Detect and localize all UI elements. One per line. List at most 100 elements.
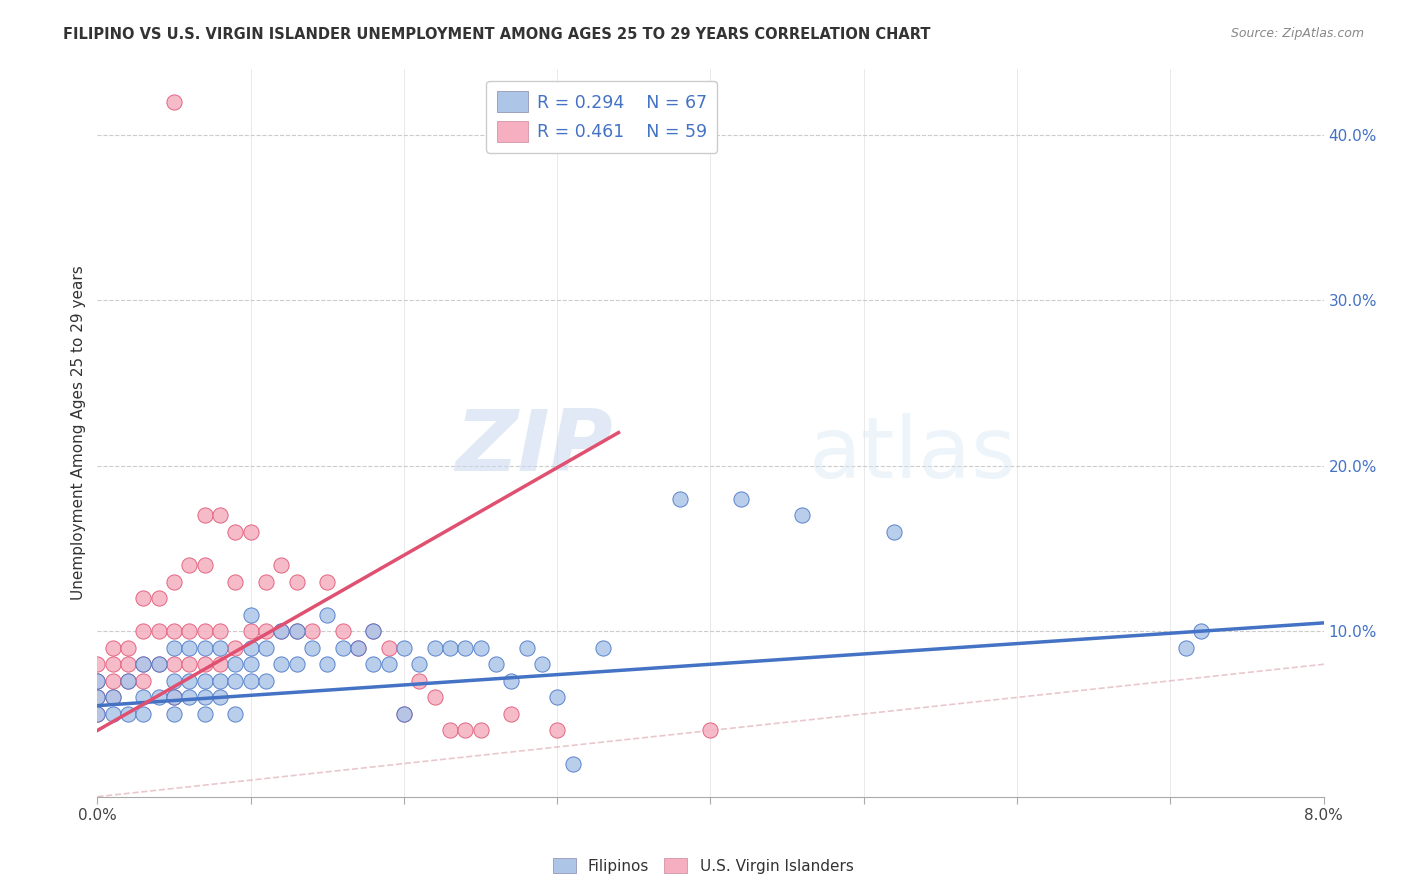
Point bbox=[239, 524, 262, 539]
Point bbox=[470, 723, 492, 738]
Point bbox=[194, 706, 217, 721]
Point bbox=[239, 607, 262, 622]
Point bbox=[208, 640, 231, 655]
Point bbox=[179, 690, 201, 705]
Point bbox=[148, 690, 170, 705]
Point bbox=[239, 640, 262, 655]
Point bbox=[439, 640, 461, 655]
Point bbox=[423, 690, 446, 705]
Point bbox=[148, 657, 170, 672]
Point bbox=[254, 673, 277, 688]
Point bbox=[194, 508, 217, 523]
Point bbox=[132, 624, 155, 639]
Point bbox=[561, 756, 583, 771]
Point bbox=[285, 624, 308, 639]
Point bbox=[392, 706, 415, 721]
Point bbox=[301, 640, 323, 655]
Point bbox=[86, 673, 108, 688]
Point bbox=[669, 491, 692, 506]
Point bbox=[224, 673, 246, 688]
Point bbox=[515, 640, 537, 655]
Point bbox=[361, 624, 384, 639]
Point bbox=[194, 690, 217, 705]
Point bbox=[86, 673, 108, 688]
Point bbox=[179, 657, 201, 672]
Point bbox=[347, 640, 370, 655]
Point bbox=[163, 706, 186, 721]
Point bbox=[208, 508, 231, 523]
Point bbox=[101, 690, 124, 705]
Point bbox=[179, 640, 201, 655]
Point bbox=[546, 690, 568, 705]
Point bbox=[163, 673, 186, 688]
Point bbox=[163, 657, 186, 672]
Text: atlas: atlas bbox=[808, 413, 1017, 496]
Point bbox=[332, 640, 354, 655]
Point bbox=[254, 640, 277, 655]
Point bbox=[592, 640, 614, 655]
Point bbox=[439, 723, 461, 738]
Point bbox=[546, 723, 568, 738]
Point bbox=[316, 607, 339, 622]
Point bbox=[208, 690, 231, 705]
Point bbox=[239, 624, 262, 639]
Point bbox=[148, 591, 170, 606]
Point bbox=[117, 657, 139, 672]
Point bbox=[132, 706, 155, 721]
Point bbox=[316, 657, 339, 672]
Point bbox=[224, 524, 246, 539]
Point bbox=[254, 574, 277, 589]
Point bbox=[423, 640, 446, 655]
Point bbox=[285, 624, 308, 639]
Point bbox=[101, 673, 124, 688]
Point bbox=[208, 624, 231, 639]
Point bbox=[86, 690, 108, 705]
Point bbox=[148, 657, 170, 672]
Point bbox=[454, 723, 477, 738]
Point bbox=[132, 690, 155, 705]
Point bbox=[501, 673, 523, 688]
Point bbox=[86, 706, 108, 721]
Point bbox=[194, 624, 217, 639]
Point bbox=[86, 690, 108, 705]
Point bbox=[194, 640, 217, 655]
Point bbox=[392, 706, 415, 721]
Point bbox=[101, 640, 124, 655]
Point bbox=[501, 706, 523, 721]
Point bbox=[101, 706, 124, 721]
Point bbox=[730, 491, 752, 506]
Text: ZIP: ZIP bbox=[454, 406, 613, 489]
Point bbox=[332, 624, 354, 639]
Point bbox=[270, 624, 292, 639]
Point bbox=[208, 673, 231, 688]
Point bbox=[224, 706, 246, 721]
Point bbox=[485, 657, 508, 672]
Point bbox=[454, 640, 477, 655]
Point bbox=[132, 673, 155, 688]
Point bbox=[392, 640, 415, 655]
Point bbox=[361, 657, 384, 672]
Point bbox=[377, 640, 399, 655]
Point bbox=[208, 657, 231, 672]
Point bbox=[117, 673, 139, 688]
Point bbox=[179, 624, 201, 639]
Point bbox=[117, 673, 139, 688]
Legend: R = 0.294    N = 67, R = 0.461    N = 59: R = 0.294 N = 67, R = 0.461 N = 59 bbox=[486, 81, 717, 153]
Point bbox=[239, 657, 262, 672]
Point bbox=[470, 640, 492, 655]
Point bbox=[132, 657, 155, 672]
Point bbox=[163, 574, 186, 589]
Point bbox=[285, 657, 308, 672]
Point bbox=[1189, 624, 1212, 639]
Point bbox=[163, 95, 186, 109]
Point bbox=[224, 574, 246, 589]
Point bbox=[224, 640, 246, 655]
Point bbox=[163, 640, 186, 655]
Point bbox=[163, 624, 186, 639]
Point bbox=[86, 706, 108, 721]
Point bbox=[347, 640, 370, 655]
Point bbox=[148, 624, 170, 639]
Point bbox=[1174, 640, 1197, 655]
Point bbox=[101, 690, 124, 705]
Point bbox=[361, 624, 384, 639]
